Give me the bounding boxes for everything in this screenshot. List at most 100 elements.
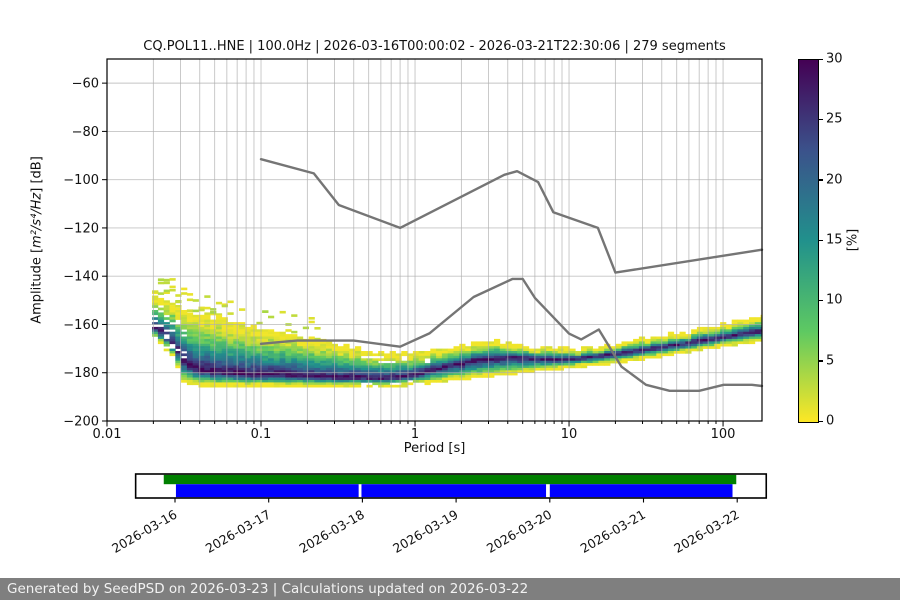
hist-cell (349, 382, 356, 386)
hist-cell (412, 363, 420, 366)
hist-cell (221, 370, 228, 373)
hist-cell (743, 329, 750, 332)
hist-cell (401, 384, 408, 388)
hist-cell (505, 353, 512, 357)
hist-cell (662, 341, 669, 345)
hist-cell (575, 363, 582, 366)
hist-cell (633, 358, 640, 361)
hist-cell (650, 338, 657, 342)
hist-cell (285, 353, 292, 357)
hist-cell (210, 358, 217, 361)
hist-cell (192, 370, 199, 373)
hist-cell (638, 351, 646, 354)
hist-cell (586, 351, 593, 354)
hist-cell (181, 287, 188, 291)
hist-cell (494, 353, 501, 357)
hist-cell (273, 331, 280, 335)
hist-cell (239, 360, 246, 364)
hist-cell (465, 348, 472, 352)
hist-cell (441, 372, 449, 376)
hist-cell (192, 380, 199, 383)
hist-cell (395, 353, 402, 357)
hist-cell (476, 351, 483, 354)
hist-cell (494, 346, 501, 349)
hist-cell (494, 348, 501, 352)
hist-cell (708, 338, 715, 342)
hist-cell (256, 367, 263, 371)
hist-cell (320, 380, 327, 383)
hist-cell (215, 382, 223, 386)
hist-cell (210, 343, 217, 347)
hist-cell (476, 341, 483, 345)
colorbar-tick (819, 239, 823, 241)
hist-cell (517, 360, 524, 364)
hist-cell (557, 363, 564, 366)
hist-cell (667, 341, 675, 345)
hist-cell (592, 353, 599, 357)
hist-cell (679, 346, 686, 349)
hist-cell (401, 377, 408, 381)
hist-cell (424, 365, 431, 369)
hist-cell (708, 343, 715, 347)
hist-cell (244, 334, 251, 337)
hist-cell (204, 314, 211, 318)
hist-cell (192, 322, 199, 325)
hist-cell (233, 331, 240, 335)
hist-cell (262, 336, 269, 340)
hist-cell (482, 370, 489, 373)
hist-cell (355, 353, 362, 357)
hist-cell (210, 311, 217, 314)
hist-cell (239, 331, 246, 335)
hist-cell (163, 324, 170, 328)
hist-cell (679, 331, 686, 335)
hist-cell (297, 370, 304, 373)
hist-cell (273, 363, 280, 366)
hist-cell (621, 353, 628, 357)
hist-cell (714, 338, 721, 342)
hist-cell (157, 312, 165, 316)
hist-cell (233, 324, 240, 328)
hist-cell (708, 329, 715, 332)
hist-cell (476, 370, 483, 373)
hist-cell (262, 343, 269, 347)
hist-cell (244, 329, 251, 332)
hist-cell (320, 360, 327, 364)
hist-cell (488, 358, 495, 361)
hist-cell (198, 334, 205, 337)
hist-cell (308, 353, 315, 357)
hist-cell (314, 380, 321, 383)
hist-cell (441, 358, 449, 361)
hist-cell (418, 370, 425, 373)
hist-cell (169, 312, 176, 316)
hist-cell (488, 367, 495, 371)
hist-cell (320, 343, 327, 347)
hist-cell (239, 355, 246, 359)
hist-cell (204, 346, 211, 349)
hist-cell (279, 384, 286, 388)
date-tick-label: 2026-03-21 (578, 507, 648, 556)
hist-cell (297, 351, 304, 354)
hist-cell (679, 343, 686, 347)
hist-cell (499, 370, 506, 373)
hist-cell (754, 334, 761, 337)
hist-cell (157, 338, 165, 342)
hist-cell (169, 314, 176, 318)
hist-cell (204, 331, 211, 335)
hist-cell (163, 310, 170, 313)
hist-cell (192, 346, 199, 349)
hist-cell (198, 382, 205, 386)
hist-cell (453, 365, 460, 369)
hist-cell (198, 348, 205, 352)
hist-cell (244, 360, 251, 364)
hist-cell (256, 375, 263, 378)
hist-cell (557, 365, 564, 369)
hist-cell (708, 326, 715, 330)
y-tick-label: −80 (72, 125, 99, 140)
hist-cell (233, 353, 240, 357)
hist-cell (725, 343, 733, 347)
hist-cell (540, 355, 547, 359)
hist-cell (268, 380, 275, 383)
hist-cell (152, 290, 159, 293)
hist-cell (233, 334, 240, 337)
hist-cell (343, 346, 350, 349)
